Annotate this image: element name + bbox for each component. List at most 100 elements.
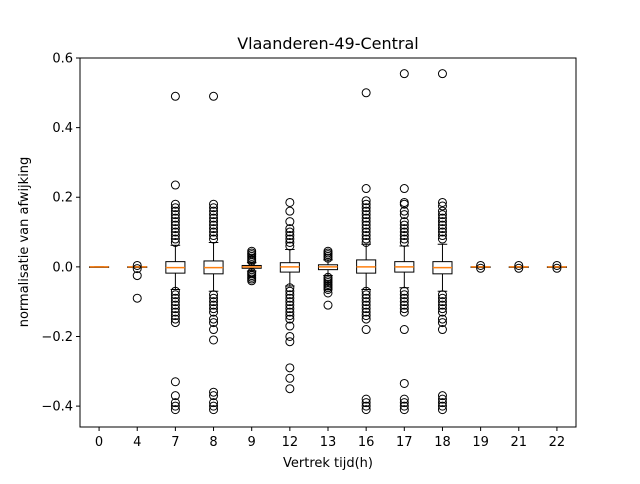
- outlier-point: [285, 241, 295, 251]
- y-axis-label: normalisatie van afwijking: [17, 157, 32, 328]
- outlier-point: [361, 405, 371, 415]
- outlier-point: [399, 293, 409, 303]
- outlier-point: [361, 220, 371, 230]
- outlier-point: [285, 293, 295, 303]
- outlier-point: [170, 290, 180, 300]
- outlier-point: [437, 314, 447, 324]
- outlier-point: [399, 290, 409, 300]
- outlier-point: [170, 300, 180, 310]
- outlier-point: [209, 318, 219, 328]
- outlier-point: [437, 213, 447, 223]
- outlier-point: [209, 91, 219, 101]
- outlier-point: [361, 199, 371, 209]
- outlier-point: [323, 300, 333, 310]
- outlier-point: [209, 304, 219, 314]
- outlier-point: [285, 331, 295, 341]
- outlier-point: [399, 220, 409, 230]
- outlier-point: [361, 290, 371, 300]
- outlier-point: [552, 260, 562, 270]
- outlier-point: [361, 203, 371, 213]
- outlier-point: [170, 227, 180, 237]
- outlier-point: [361, 325, 371, 335]
- outlier-point: [399, 398, 409, 408]
- x-tick-label: 0: [95, 435, 103, 450]
- outlier-point: [437, 234, 447, 244]
- plot-area: −0.4 −0.2 0.0 0.2 0.4 0.6 0 4 7 8 9 12 13 16 17 18 19 21 2…: [41, 52, 567, 450]
- x-tick-label: 18: [434, 435, 451, 450]
- outlier-point: [399, 394, 409, 404]
- outlier-point: [285, 304, 295, 314]
- outlier-point: [209, 213, 219, 223]
- outlier-point: [170, 304, 180, 314]
- outlier-point: [437, 405, 447, 415]
- outlier-point: [514, 263, 524, 273]
- axes-frame: [79, 57, 577, 428]
- outlier-point: [285, 373, 295, 383]
- outlier-point: [285, 297, 295, 307]
- outlier-point: [476, 260, 486, 270]
- outlier-point: [209, 231, 219, 241]
- outlier-point: [361, 293, 371, 303]
- outlier-point: [170, 180, 180, 190]
- outlier-point: [285, 234, 295, 244]
- outlier-point: [209, 297, 219, 307]
- outlier-point: [399, 184, 409, 194]
- outlier-point: [323, 253, 333, 263]
- outlier-point: [361, 398, 371, 408]
- outlier-point: [361, 307, 371, 317]
- outlier-point: [247, 276, 257, 286]
- outlier-point: [170, 314, 180, 324]
- outlier-point: [209, 199, 219, 209]
- outlier-point: [437, 401, 447, 411]
- outlier-point: [170, 318, 180, 328]
- outlier-point: [399, 217, 409, 227]
- outlier-point: [209, 325, 219, 335]
- outlier-point: [361, 238, 371, 247]
- outlier-point: [209, 210, 219, 220]
- outlier-point: [361, 227, 371, 237]
- outlier-point: [285, 314, 295, 324]
- outlier-point: [361, 224, 371, 234]
- outlier-point: [514, 260, 524, 270]
- outlier-point: [170, 206, 180, 216]
- outlier-point: [285, 227, 295, 237]
- outlier-point: [361, 184, 371, 194]
- outlier-point: [399, 210, 409, 220]
- outlier-point: [170, 293, 180, 303]
- outlier-point: [209, 224, 219, 234]
- outlier-point: [476, 263, 486, 273]
- outlier-point: [361, 231, 371, 241]
- outlier-point: [170, 398, 180, 408]
- outlier-point: [361, 217, 371, 227]
- outlier-point: [209, 405, 219, 415]
- outlier-point: [247, 256, 257, 266]
- outlier-point: [170, 311, 180, 321]
- outlier-point: [437, 220, 447, 230]
- outlier-point: [361, 394, 371, 404]
- outlier-point: [285, 206, 295, 216]
- outlier-point: [209, 234, 219, 244]
- outlier-point: [437, 201, 447, 211]
- x-tick-label: 22: [549, 435, 566, 450]
- outlier-point: [209, 314, 219, 324]
- outlier-point: [437, 297, 447, 307]
- outlier-point: [437, 304, 447, 314]
- x-tick-label: 13: [320, 435, 337, 450]
- outlier-point: [437, 69, 447, 79]
- outlier-point: [285, 300, 295, 310]
- outlier-point: [399, 227, 409, 237]
- outlier-point: [170, 377, 180, 387]
- outlier-point: [437, 394, 447, 404]
- outlier-point: [170, 231, 180, 241]
- x-tick-label: 17: [396, 435, 413, 450]
- outlier-point: [170, 220, 180, 230]
- outlier-point: [170, 210, 180, 220]
- outlier-point: [209, 387, 219, 397]
- outlier-point: [285, 238, 295, 247]
- chart-title: Vlaanderen-49-Central: [237, 34, 419, 53]
- x-tick-label: 4: [133, 435, 141, 450]
- outlier-point: [285, 231, 295, 241]
- outlier-point: [170, 307, 180, 317]
- outlier-point: [399, 238, 409, 247]
